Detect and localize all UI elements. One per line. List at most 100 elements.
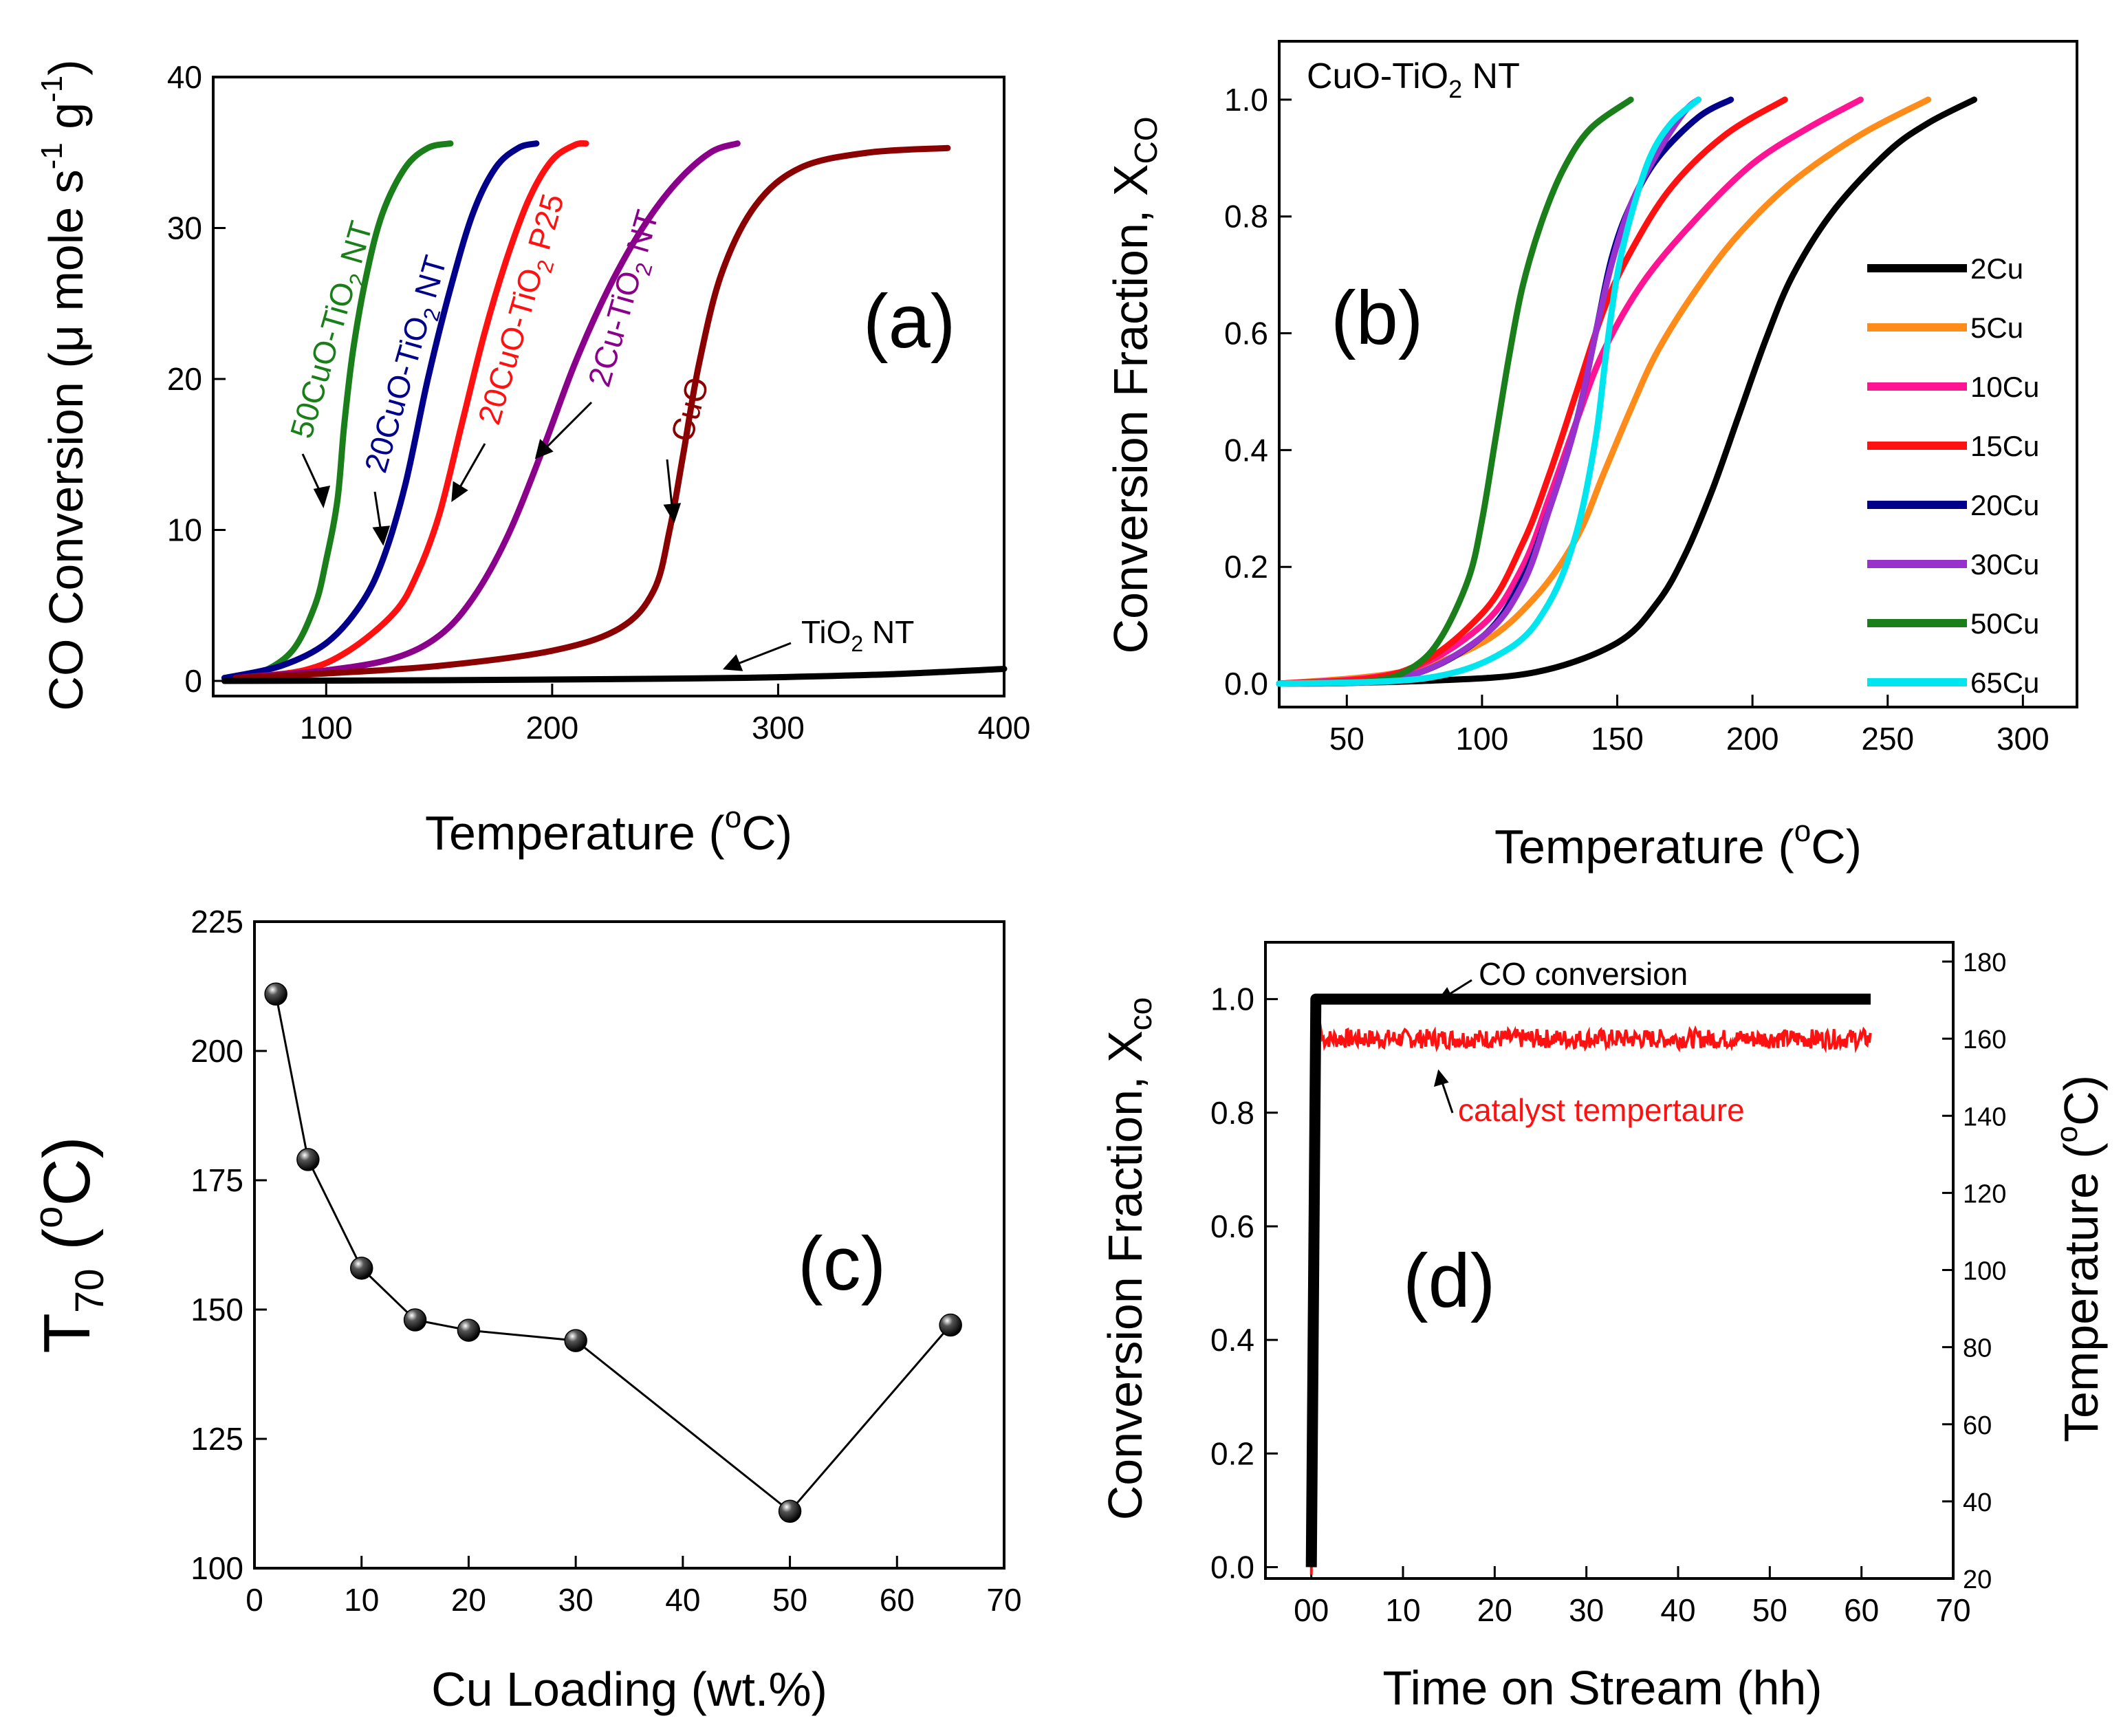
y-tick-label: 0.4 [1224, 432, 1268, 468]
panel-b-legend: 2Cu 5Cu 10Cu 15Cu 20Cu 30Cu 50Cu 65Cu [1867, 252, 2039, 699]
y-tick-label: 0.8 [1224, 199, 1268, 235]
arrow-head-20cuo-nt [372, 525, 391, 546]
panel-d-y-label: Conversion Fraction, Xco [1098, 997, 1158, 1521]
legend-label-2cu: 2Cu [1970, 252, 2023, 285]
panel-b-x-ticks: 50 100 150 200 250 300 [1329, 695, 2049, 757]
y-tick-label: 225 [191, 904, 243, 940]
y-tick-label: 100 [191, 1550, 243, 1586]
y-tick-label: 1.0 [1210, 981, 1254, 1017]
x-tick-label: 200 [1726, 721, 1779, 757]
x-tick-label: 60 [1844, 1592, 1879, 1628]
series-line-65cu [1276, 96, 1701, 687]
arrow-head-2cu [534, 439, 554, 459]
x-tick-label: 100 [300, 710, 353, 746]
panel-a-series [221, 140, 1008, 684]
data-point [296, 1148, 320, 1171]
series-line-tio2-nt [221, 666, 1008, 684]
x-tick-label: 50 [1752, 1592, 1787, 1628]
right-y-tick-label: 20 [1963, 1565, 1992, 1594]
panel-a-x-ticks: 100 200 300 400 [300, 684, 1030, 746]
y-tick-label: 200 [191, 1033, 243, 1069]
label-catalyst-temperature: catalyst tempertaure [1458, 1092, 1745, 1128]
panel-b-label: (b) [1331, 276, 1423, 360]
label-50cuo-tio2-nt: 50CuO-TiO2 NT [283, 217, 385, 444]
x-tick-label: 20 [1477, 1592, 1512, 1628]
label-co-conversion: CO conversion [1479, 956, 1688, 992]
series-line-30cu [1276, 96, 1701, 687]
x-tick-label: 00 [1294, 1592, 1329, 1628]
panel-d: 00 10 20 30 40 50 60 70 0.0 0.2 0.4 0.6 0.8 1.0 20 40… [1098, 941, 2108, 1715]
y-tick-label: 0.8 [1210, 1095, 1254, 1131]
x-tick-label: 30 [558, 1582, 594, 1618]
panel-c-y-label: T70 (oC) [26, 1136, 112, 1353]
x-tick-label: 200 [525, 710, 578, 746]
legend-label-50cu: 50Cu [1970, 607, 2039, 640]
series-line-co-conversion [1305, 993, 1871, 1567]
right-y-tick-label: 100 [1963, 1257, 2006, 1286]
right-y-tick-label: 160 [1963, 1026, 2006, 1054]
y-tick-label: 0 [184, 663, 202, 699]
series-line-50cu [1276, 96, 1634, 687]
panel-a-x-label: Temperature (oC) [425, 801, 792, 860]
right-y-tick-label: 180 [1963, 948, 2006, 977]
panel-b-frame [1278, 40, 2078, 708]
x-tick-label: 50 [772, 1582, 807, 1618]
x-tick-label: 300 [1997, 721, 2049, 757]
panel-b: 50 100 150 200 250 300 0.0 0.2 0.4 0.6 0.8 1.0 2Cu… [1104, 40, 2078, 874]
arrow-head-catalyst-temp [1433, 1069, 1449, 1087]
x-tick-label: 10 [344, 1582, 379, 1618]
y-tick-label: 30 [167, 210, 202, 246]
panel-d-x-ticks: 00 10 20 30 40 50 60 70 [1294, 1566, 1971, 1628]
panel-b-x-label: Temperature (oC) [1494, 814, 1862, 874]
data-point [939, 1313, 962, 1337]
panel-d-y-ticks: 0.0 0.2 0.4 0.6 0.8 1.0 [1210, 981, 1278, 1585]
panel-d-x-label: Time on Stream (hh) [1382, 1661, 1822, 1715]
panel-c-x-ticks: 0 10 20 30 40 50 60 70 [246, 1556, 1022, 1618]
x-tick-label: 60 [880, 1582, 915, 1618]
right-y-tick-label: 120 [1963, 1180, 2006, 1208]
arrow-head-tio2 [722, 654, 743, 671]
x-tick-label: 100 [1456, 721, 1509, 757]
data-point [264, 982, 287, 1006]
panel-a-frame [212, 76, 1005, 697]
series-line-t70 [274, 994, 952, 1513]
panel-c-x-label: Cu Loading (wt.%) [431, 1662, 827, 1716]
x-tick-label: 150 [1591, 721, 1644, 757]
panel-d-arrows [1433, 979, 1472, 1114]
panel-a-y-ticks: 0 10 20 30 40 [167, 59, 226, 699]
y-tick-label: 1.0 [1224, 82, 1268, 118]
y-tick-label: 10 [167, 512, 202, 548]
y-tick-label: 0.4 [1210, 1322, 1254, 1358]
legend-label-30cu: 30Cu [1970, 548, 2039, 581]
data-point [457, 1319, 481, 1342]
panel-a: 100 200 300 400 0 10 20 30 40 (a) Temperature (… [35, 59, 1030, 860]
y-tick-label: 125 [191, 1421, 243, 1457]
panel-b-y-label: Conversion Fraction, XCO [1104, 117, 1164, 654]
series-line-50cuo-tio2-nt [221, 140, 454, 682]
x-tick-label: 10 [1385, 1592, 1420, 1628]
label-tio2-nt: TiO2 NT [801, 614, 914, 656]
panel-c: 0 10 20 30 40 50 60 70 100 125 150 175 200 225 (c) C… [26, 904, 1022, 1716]
x-tick-label: 20 [451, 1582, 486, 1618]
label-2cu-tio2-nt: 2Cu-TiO2 NT [581, 206, 671, 393]
arrow-head-50cuo [313, 486, 331, 508]
series-line-2cu [1276, 96, 1978, 687]
series-line-2cu-tio2-nt [232, 140, 741, 682]
series-line-10cu [1276, 96, 1864, 687]
arrow-20cuo-p25 [456, 443, 486, 492]
x-tick-label: 70 [1935, 1592, 1970, 1628]
panel-c-label: (c) [798, 1222, 886, 1306]
panel-b-y-ticks: 0.0 0.2 0.4 0.6 0.8 1.0 [1224, 82, 1292, 702]
x-tick-label: 250 [1861, 721, 1914, 757]
x-tick-label: 50 [1329, 721, 1364, 757]
panel-d-right-y-ticks: 20 40 60 80 100 120 140 160 180 [1942, 948, 2006, 1594]
data-point [778, 1499, 802, 1523]
x-tick-label: 300 [752, 710, 805, 746]
series-line-catalyst-temperature [1309, 1015, 1872, 1575]
data-point [349, 1257, 373, 1280]
panel-a-label: (a) [863, 279, 955, 364]
data-point [564, 1329, 587, 1352]
panel-d-frame [1264, 941, 1955, 1580]
series-line-cuo [232, 144, 951, 682]
